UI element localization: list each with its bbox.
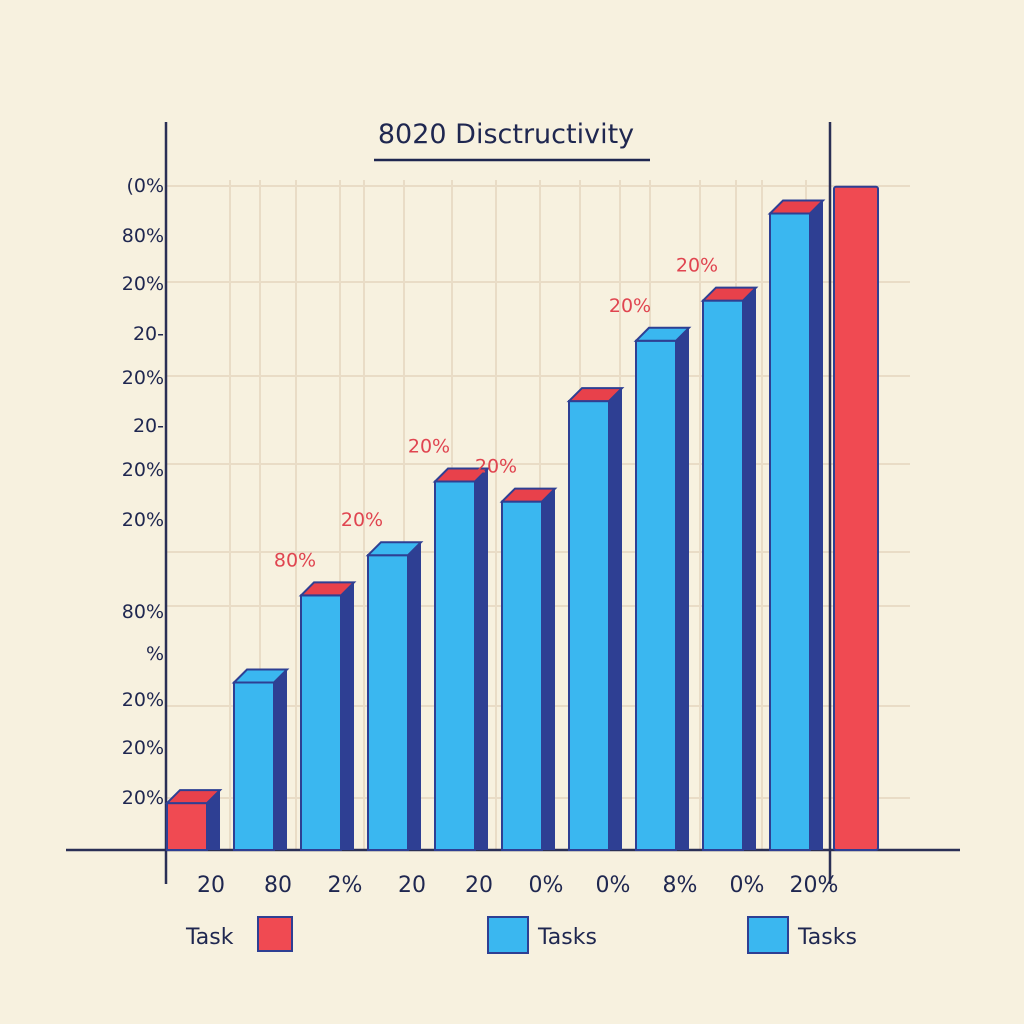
x-tick-label: 2% <box>328 873 363 898</box>
legend: Task Tasks Tasks <box>185 916 857 954</box>
bar-2 <box>231 668 290 851</box>
bar-side <box>408 542 421 850</box>
bar-side <box>542 488 555 850</box>
y-tick-label: 80% <box>122 225 164 247</box>
bar-side <box>207 790 220 850</box>
bar-front <box>233 681 275 851</box>
legend-label-tasks-1: Tasks <box>537 925 597 950</box>
bar-cap <box>499 487 558 503</box>
bar-front <box>702 299 744 852</box>
highlight-bar <box>833 185 879 851</box>
y-tick-label: (0% <box>126 175 164 197</box>
y-tick-label: 20% <box>122 367 164 389</box>
data-label: 20% <box>475 456 517 478</box>
y-tick-label: 20- <box>133 415 164 437</box>
bar-cap <box>566 387 625 403</box>
bar-cap <box>432 467 491 483</box>
bar-front <box>635 339 677 851</box>
x-tick-label: 20 <box>197 873 225 898</box>
y-tick-label: 80% <box>122 601 164 623</box>
chart-title: 8020 Disctructivity <box>378 119 634 150</box>
bar-front <box>300 594 342 852</box>
y-tick-label: 20% <box>122 787 164 809</box>
bar-1 <box>164 789 223 851</box>
legend-swatch-blue-1 <box>487 916 529 954</box>
bar-side <box>341 582 354 850</box>
bar-3 <box>298 581 357 852</box>
bar-side <box>810 200 823 850</box>
bar-side <box>475 468 488 850</box>
bar-6 <box>499 487 558 851</box>
bar-7 <box>566 387 625 851</box>
bar-9 <box>700 286 759 852</box>
chart-title-group: 8020 Disctructivity <box>374 119 650 162</box>
bar-side <box>743 287 756 851</box>
bar-cap <box>700 286 759 302</box>
bar-4 <box>365 541 424 851</box>
bar-front <box>434 480 476 851</box>
x-tick-label: 80 <box>264 873 292 898</box>
legend-swatch-blue-2 <box>747 916 789 954</box>
bar-cap <box>633 326 692 342</box>
bar-cap <box>298 581 357 597</box>
data-label: 20% <box>341 509 383 531</box>
x-tick-label: 0% <box>529 873 564 898</box>
x-tick-label: 20 <box>398 873 426 898</box>
data-label: 80% <box>274 549 316 571</box>
legend-swatch-red <box>257 916 293 952</box>
y-tick-label: % <box>146 643 164 665</box>
bar-8 <box>633 326 692 851</box>
x-tick-label: 0% <box>730 873 765 898</box>
x-tick-label: 20% <box>790 873 839 898</box>
data-label: 20% <box>609 295 651 317</box>
data-label: 20% <box>408 436 450 458</box>
bar-10 <box>767 199 826 851</box>
bars-layer <box>164 185 879 852</box>
y-tick-label: 20% <box>122 273 164 295</box>
bar-cap <box>767 199 826 215</box>
bar-side <box>274 669 287 850</box>
bar-side <box>609 388 622 850</box>
bar-front <box>166 802 208 851</box>
y-tick-label: 20% <box>122 459 164 481</box>
x-tick-label: 0% <box>596 873 631 898</box>
x-tick-label: 20 <box>465 873 493 898</box>
bar-front <box>501 500 543 851</box>
y-tick-label: 20- <box>133 323 164 345</box>
y-tick-label: 20% <box>122 737 164 759</box>
bar-front <box>367 554 409 851</box>
labels-layer: 20 80 80% 2% 20% 20 20% 20 20% 0% 0% 20% 8% 20% 0% 20% (… <box>122 175 839 898</box>
bar-cap <box>231 668 290 684</box>
y-tick-label: 20% <box>122 689 164 711</box>
legend-label-task: Task <box>185 925 234 950</box>
bar-cap <box>365 541 424 557</box>
x-tick-label: 8% <box>663 873 698 898</box>
bar-front <box>568 400 610 851</box>
bar-cap <box>164 789 223 805</box>
legend-label-tasks-2: Tasks <box>797 925 857 950</box>
y-tick-label: 20% <box>122 509 164 531</box>
bar-5 <box>432 467 491 851</box>
bar-front <box>769 212 811 851</box>
bar-side <box>676 327 689 850</box>
data-label: 20% <box>676 255 718 277</box>
